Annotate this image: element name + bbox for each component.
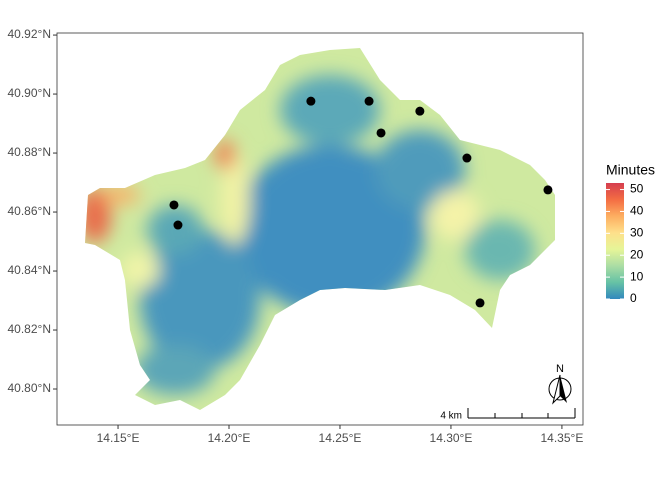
x-tick-label: 14.25°E xyxy=(319,431,362,445)
station-point xyxy=(415,106,425,116)
y-tick-label: 40.92°N xyxy=(8,27,52,41)
scale-bar: 4 km xyxy=(440,408,576,422)
north-arrow: N xyxy=(548,363,572,405)
colorbar xyxy=(606,183,624,299)
x-tick-label: 14.30°E xyxy=(430,431,473,445)
scale-label: 4 km xyxy=(440,411,462,422)
station-point xyxy=(173,220,183,230)
x-tick-label: 14.20°E xyxy=(208,431,251,445)
x-tick-label: 14.35°E xyxy=(540,431,583,445)
station-point xyxy=(543,185,553,195)
colorbar-label: 10 xyxy=(630,269,644,283)
y-tick-label: 40.84°N xyxy=(8,263,52,277)
station-point xyxy=(376,128,386,138)
colorbar-label: 20 xyxy=(630,247,644,261)
colorbar-label: 30 xyxy=(630,226,644,240)
y-tick-label: 40.82°N xyxy=(8,322,52,336)
colorbar-label: 50 xyxy=(630,182,644,196)
x-tick-label: 14.15°E xyxy=(97,431,140,445)
station-point xyxy=(364,96,374,106)
y-tick-label: 40.90°N xyxy=(8,86,52,100)
station-point xyxy=(462,153,472,163)
legend-title: Minutes xyxy=(606,162,655,178)
station-point xyxy=(306,96,316,106)
colorbar-label: 0 xyxy=(630,291,637,305)
y-tick-label: 40.88°N xyxy=(8,145,52,159)
colorbar-label: 40 xyxy=(630,204,644,218)
y-tick-label: 40.80°N xyxy=(8,381,52,395)
station-point xyxy=(169,200,179,210)
north-label: N xyxy=(556,363,564,375)
station-point xyxy=(475,298,485,308)
y-tick-label: 40.86°N xyxy=(8,204,52,218)
